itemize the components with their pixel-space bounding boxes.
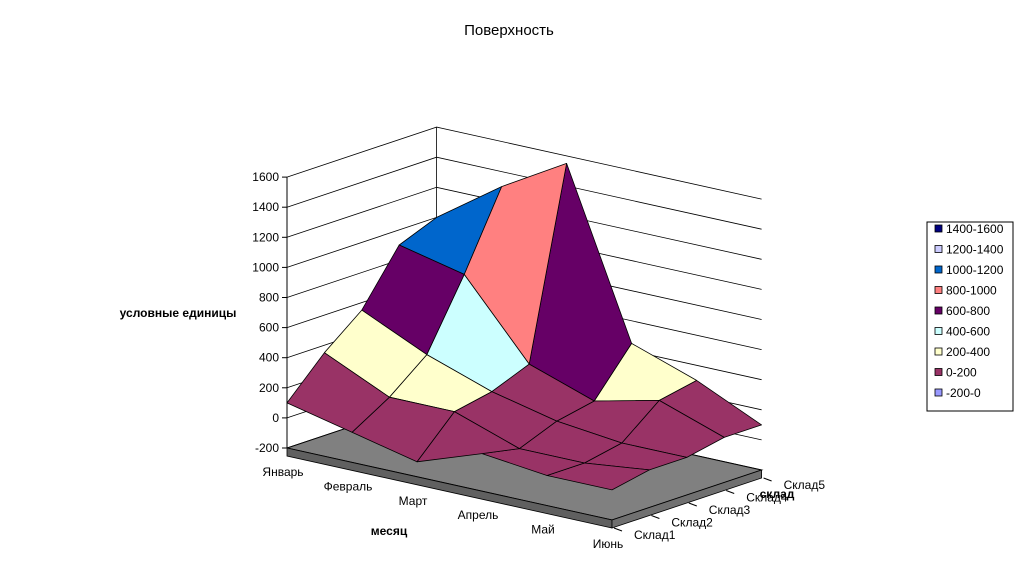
surface-plot (286, 162, 762, 491)
legend-label: 1400-1600 (946, 222, 1004, 236)
z-tick-label: -200 (255, 441, 279, 455)
y-tick-label: Склад3 (709, 503, 751, 517)
legend-label: 1200-1400 (946, 243, 1004, 257)
legend-swatch (934, 347, 943, 356)
y-tick-mark (688, 502, 697, 507)
chart-title: Поверхность (464, 22, 554, 39)
y-tick-mark (726, 490, 735, 494)
z-tick-label: 200 (259, 381, 279, 395)
legend-swatch (934, 368, 943, 376)
legend-label: 800-1000 (946, 284, 997, 298)
z-tick-label: 800 (259, 291, 279, 305)
z-tick-label: 1400 (252, 200, 279, 214)
z-axis-label: условные единицы (120, 306, 237, 320)
axis-ticks: -200 0 200 400 600 800 1000 1200 1400 1600 Январь Ф… (252, 170, 825, 551)
x-tick-label: Февраль (324, 479, 373, 493)
y-tick-mark (763, 477, 772, 482)
z-tick-label: 400 (259, 351, 279, 365)
legend-swatch (934, 286, 943, 294)
legend-swatch (934, 224, 943, 233)
legend: 1400-1600 1200-1400 1000-1200 800-1000 600-8… (926, 221, 1014, 412)
x-tick-label: Июнь (593, 537, 624, 551)
z-tick-label: 1000 (252, 260, 279, 274)
surface-cell (286, 352, 390, 433)
y-tick-label: Склад1 (634, 528, 676, 542)
legend-label: 400-600 (946, 325, 990, 339)
x-tick-label: Апрель (458, 508, 499, 522)
y-axis-label: склад (760, 487, 795, 501)
y-tick-mark (613, 527, 623, 532)
legend-swatch (934, 245, 943, 253)
legend-label: 1000-1200 (946, 263, 1004, 277)
legend-label: 200-400 (946, 345, 990, 359)
legend-label: -200-0 (946, 386, 981, 400)
z-tick-label: 600 (259, 321, 279, 335)
x-tick-label: Январь (262, 465, 303, 479)
legend-box (926, 221, 1014, 412)
legend-swatch (934, 265, 943, 274)
legend-swatch (934, 388, 943, 397)
y-tick-label: Склад5 (784, 478, 826, 492)
floor-right-side (611, 469, 762, 529)
y-tick-mark (651, 515, 660, 519)
z-tick-label: 1600 (252, 170, 279, 184)
y-tick-label: Склад4 (746, 491, 788, 505)
legend-label: 0-200 (946, 366, 977, 380)
legend-swatch (934, 327, 943, 335)
x-tick-label: Май (531, 523, 555, 537)
x-axis-label: месяц (371, 524, 408, 538)
x-tick-label: Март (399, 494, 428, 508)
legend-label: 600-800 (946, 304, 990, 318)
z-tick-label: 1200 (252, 230, 279, 244)
z-tick-label: 0 (272, 411, 279, 425)
y-tick-label: Склад2 (671, 516, 713, 530)
legend-swatch (934, 306, 943, 315)
